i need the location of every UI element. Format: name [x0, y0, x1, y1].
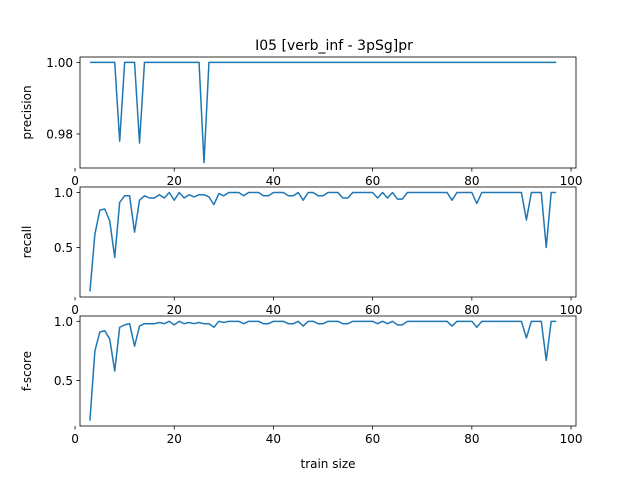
recall-series-line	[89, 191, 557, 292]
chart-title: I05 [verb_inf - 3pSg]pr	[255, 38, 413, 54]
f-score-y-tick-label: 0.5	[54, 374, 73, 388]
recall-y-tick-label: 1.0	[54, 186, 73, 200]
f-score-axes-frame	[79, 315, 577, 427]
f-score-x-tick-label: 60	[365, 432, 380, 446]
precision-y-tick-label: 1.00	[46, 56, 73, 70]
recall-x-tick-label: 60	[365, 303, 380, 317]
recall-y-tick-label: 0.5	[54, 241, 73, 255]
recall-y-axis-label: recall	[20, 226, 34, 259]
precision-x-tick-label: 100	[560, 174, 583, 188]
precision-x-tick-label: 0	[71, 174, 79, 188]
recall-x-tick-label: 40	[266, 303, 281, 317]
f-score-x-tick-label: 0	[71, 432, 79, 446]
f-score-y-axis-label: f-score	[20, 351, 34, 391]
x-axis-label: train size	[300, 457, 355, 471]
f-score-y-tick-label: 1.0	[54, 315, 73, 329]
recall-axes-frame	[79, 186, 577, 298]
precision-axes-frame	[79, 56, 577, 169]
recall-x-tick-label: 100	[560, 303, 583, 317]
precision-y-axis-label: precision	[20, 85, 34, 139]
recall-x-tick-label: 80	[464, 303, 479, 317]
precision-x-tick-label: 40	[266, 174, 281, 188]
subplot-f-score: 0 20 40 60 80 100 0.5 1.0 f-score	[20, 315, 582, 446]
f-score-x-tick-label: 20	[167, 432, 182, 446]
precision-series-line	[89, 61, 557, 164]
precision-x-tick-label: 60	[365, 174, 380, 188]
precision-x-tick-label: 80	[464, 174, 479, 188]
subplot-recall: 0 20 40 60 80 100 0.5 1.0 recall	[20, 186, 582, 317]
f-score-series-line	[89, 320, 557, 421]
f-score-x-tick-label: 80	[464, 432, 479, 446]
f-score-x-tick-label: 40	[266, 432, 281, 446]
precision-x-tick-label: 20	[167, 174, 182, 188]
f-score-x-tick-label: 100	[560, 432, 583, 446]
precision-y-tick-label: 0.98	[46, 127, 73, 141]
recall-x-tick-label: 20	[167, 303, 182, 317]
subplot-precision: 0 20 40 60 80 100 0.98 1.00 precision	[20, 56, 582, 188]
recall-x-tick-label: 0	[71, 303, 79, 317]
